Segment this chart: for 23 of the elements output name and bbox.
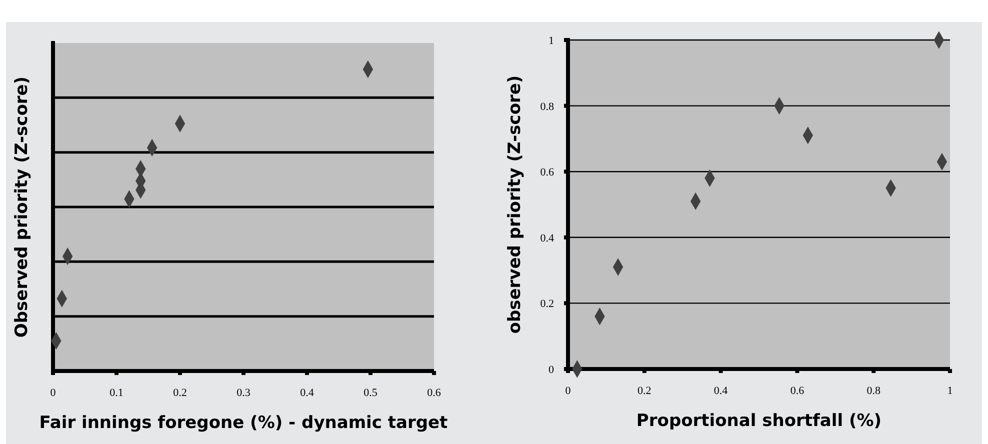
x-tick-label: 0.4 bbox=[300, 387, 314, 399]
x-tick-label: 0.4 bbox=[714, 385, 728, 397]
y-tick-label: 0.6 bbox=[540, 166, 554, 179]
y-tick-label: 0.8 bbox=[540, 100, 554, 113]
x-tick-label: 0.8 bbox=[866, 385, 881, 397]
y-axis-title: Observed priority (Z-score) bbox=[12, 76, 32, 338]
y-tick-label: 0.4 bbox=[540, 232, 554, 244]
x-tick-label: 0 bbox=[565, 385, 572, 397]
x-tick-label: 0.5 bbox=[364, 387, 378, 399]
x-tick-label: 1 bbox=[947, 385, 953, 397]
x-tick-label: 0.6 bbox=[427, 387, 442, 399]
x-tick-label: 0.6 bbox=[790, 385, 805, 397]
x-tick-label: 0.2 bbox=[173, 387, 187, 399]
x-tick-label: 0.3 bbox=[236, 387, 251, 399]
x-tick-label: 0.1 bbox=[110, 387, 124, 399]
y-tick-label: 1 bbox=[548, 35, 554, 47]
y-tick-label: 0.2 bbox=[540, 298, 554, 310]
y-tick-label: 0 bbox=[548, 364, 554, 376]
y-axis-title: observed priority (Z-score) bbox=[505, 75, 525, 334]
x-tick-label: 0 bbox=[50, 387, 56, 399]
x-axis-title: Proportional shortfall (%) bbox=[636, 411, 882, 431]
x-axis-title: Fair innings foregone (%) - dynamic target bbox=[39, 413, 448, 433]
x-tick-label: 0.2 bbox=[638, 385, 652, 397]
